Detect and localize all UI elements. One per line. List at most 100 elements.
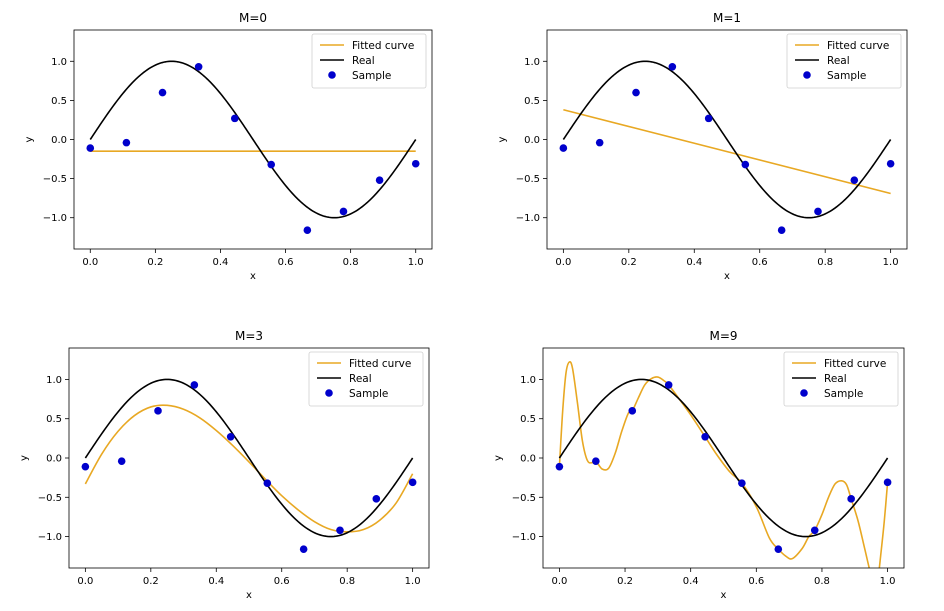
chart-panel-2: M=3 0.0 0.2 0.4 0.6 0.8 1.0 −1.0 −0.5 0.0 0.5 1.0 x y… bbox=[19, 329, 430, 601]
y-tick-label: −1.0 bbox=[512, 532, 536, 543]
y-tick-label: 0.0 bbox=[520, 454, 536, 465]
x-tick-label: 0.8 bbox=[339, 576, 355, 587]
axes-frame bbox=[542, 347, 905, 569]
x-tick-label: 0.8 bbox=[814, 576, 830, 587]
y-tick-label: 1.0 bbox=[520, 375, 536, 386]
x-axis-label: x bbox=[724, 271, 730, 282]
x-tick-label: 0.0 bbox=[555, 257, 571, 268]
sample-point bbox=[117, 457, 126, 465]
x-tick-label: 0.6 bbox=[748, 576, 764, 587]
x-tick-label: 1.0 bbox=[405, 576, 421, 587]
legend-box bbox=[786, 33, 902, 89]
sample-point bbox=[886, 159, 895, 168]
y-tick-label: −1.0 bbox=[38, 532, 62, 543]
legend-label: Real bbox=[827, 55, 850, 67]
x-tick-label: 0.2 bbox=[147, 257, 163, 268]
sample-point bbox=[592, 457, 600, 465]
legend-marker-sample bbox=[325, 389, 333, 397]
y-tick-label: 0.5 bbox=[520, 414, 536, 425]
x-tick-label: 0.0 bbox=[551, 576, 567, 587]
sample-point bbox=[86, 144, 95, 152]
x-tick-label: 0.2 bbox=[621, 257, 637, 268]
y-tick-label: −0.5 bbox=[512, 493, 536, 504]
sample-point bbox=[154, 407, 162, 415]
legend-marker-sample bbox=[800, 389, 808, 397]
x-tick-label: 1.0 bbox=[408, 257, 424, 268]
x-tick-label: 0.2 bbox=[617, 576, 633, 587]
axes-frame bbox=[73, 29, 433, 250]
sample-point bbox=[850, 176, 859, 184]
x-tick-label: 0.0 bbox=[82, 257, 98, 268]
legend-label: Sample bbox=[824, 388, 863, 400]
y-axis-label: y bbox=[497, 136, 508, 142]
legend: Fitted curve Real Sample bbox=[311, 33, 427, 89]
x-tick-label: 0.4 bbox=[683, 576, 699, 587]
legend: Fitted curve Real Sample bbox=[308, 351, 424, 407]
sample-point bbox=[883, 478, 892, 487]
x-tick-label: 0.4 bbox=[208, 576, 224, 587]
y-tick-label: 0.0 bbox=[51, 135, 67, 146]
sample-point bbox=[230, 114, 239, 123]
sample-point bbox=[595, 138, 604, 147]
chart-title: M=3 bbox=[235, 329, 263, 343]
legend-label: Fitted curve bbox=[349, 358, 411, 370]
legend-marker-sample bbox=[803, 71, 811, 79]
legend-label: Fitted curve bbox=[352, 40, 414, 52]
legend-label: Real bbox=[349, 373, 372, 385]
y-tick-label: 0.5 bbox=[524, 96, 540, 107]
x-axis-label: x bbox=[250, 271, 256, 282]
y-tick-label: 1.0 bbox=[46, 375, 62, 386]
y-tick-label: −0.5 bbox=[38, 493, 62, 504]
sample-point bbox=[628, 407, 637, 415]
y-tick-label: 1.0 bbox=[524, 57, 540, 68]
fitted-curve-line bbox=[563, 109, 891, 195]
x-tick-label: 0.0 bbox=[77, 576, 93, 587]
y-tick-label: −1.0 bbox=[43, 213, 67, 224]
plot-area bbox=[562, 60, 892, 219]
sample-point bbox=[555, 462, 564, 471]
legend-box bbox=[311, 33, 427, 89]
x-tick-label: 1.0 bbox=[880, 576, 896, 587]
legend-label: Real bbox=[352, 55, 375, 67]
sample-point bbox=[704, 114, 713, 123]
x-tick-label: 0.6 bbox=[278, 257, 294, 268]
sample-point bbox=[411, 159, 420, 168]
y-tick-label: −0.5 bbox=[43, 174, 67, 185]
legend-label: Sample bbox=[349, 388, 388, 400]
y-tick-label: 0.5 bbox=[51, 96, 67, 107]
y-axis-label: y bbox=[493, 455, 504, 461]
legend-box bbox=[783, 351, 899, 407]
sample-point bbox=[810, 526, 819, 535]
sample-point bbox=[375, 176, 384, 184]
sample-point bbox=[814, 207, 822, 216]
sample-point bbox=[847, 495, 855, 503]
axes-frame bbox=[68, 347, 430, 569]
x-tick-label: 0.8 bbox=[817, 257, 833, 268]
legend-label: Fitted curve bbox=[827, 40, 889, 52]
sample-point bbox=[158, 88, 167, 97]
x-axis-label: x bbox=[721, 590, 727, 601]
x-axis-label: x bbox=[246, 590, 252, 601]
y-tick-label: 0.5 bbox=[46, 414, 62, 425]
legend-label: Sample bbox=[827, 70, 866, 82]
sample-point bbox=[267, 160, 276, 169]
sample-point bbox=[741, 160, 750, 169]
x-tick-label: 0.2 bbox=[143, 576, 159, 587]
y-axis-label: y bbox=[24, 136, 35, 142]
sample-point bbox=[701, 432, 709, 441]
legend-label: Fitted curve bbox=[824, 358, 886, 370]
y-tick-label: −0.5 bbox=[516, 174, 540, 185]
chart-title: M=1 bbox=[713, 11, 741, 25]
chart-title: M=0 bbox=[239, 11, 267, 25]
sample-point bbox=[299, 545, 308, 553]
sample-point bbox=[559, 144, 568, 152]
real-curve-line bbox=[558, 378, 889, 538]
sample-point bbox=[664, 381, 673, 389]
y-axis-label: y bbox=[19, 455, 30, 461]
axes-frame bbox=[546, 29, 908, 250]
sample-point bbox=[668, 62, 677, 71]
x-tick-label: 0.4 bbox=[213, 257, 229, 268]
x-tick-label: 1.0 bbox=[883, 257, 899, 268]
